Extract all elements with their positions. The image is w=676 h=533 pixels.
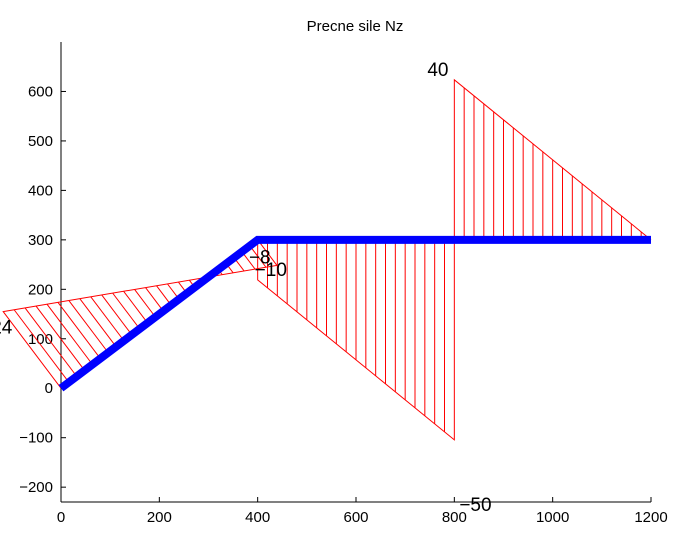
force-value-label: −8 bbox=[249, 247, 271, 268]
hatch-line bbox=[134, 289, 156, 318]
x-tick-label: 1200 bbox=[634, 509, 667, 526]
x-tick-label: 400 bbox=[245, 509, 270, 526]
hatch-line bbox=[35, 305, 85, 371]
force-value-label: −50 bbox=[459, 495, 491, 516]
hatch-line bbox=[145, 287, 164, 312]
hatch-line bbox=[57, 302, 101, 359]
y-tick-label: 600 bbox=[28, 83, 53, 100]
shear-diagram bbox=[2, 78, 652, 441]
x-tick-label: 800 bbox=[442, 509, 467, 526]
force-value-label: 24 bbox=[0, 318, 13, 339]
structure-line bbox=[58, 235, 651, 392]
y-tick-label: −200 bbox=[19, 479, 53, 496]
y-tick-label: −100 bbox=[19, 430, 53, 447]
x-tick-label: 0 bbox=[57, 509, 65, 526]
hatch-line bbox=[13, 309, 70, 383]
x-tick-label: 1000 bbox=[536, 509, 569, 526]
value-labels: 24 −8−10 −50 40 bbox=[0, 60, 492, 516]
hatch-line bbox=[123, 290, 148, 324]
x-tick-label: 200 bbox=[147, 509, 172, 526]
hatch-line bbox=[68, 300, 109, 353]
shear-outline bbox=[453, 78, 652, 241]
chart-title: Precne sile Nz bbox=[307, 18, 404, 35]
x-tick-label: 600 bbox=[343, 509, 368, 526]
hatch-line bbox=[112, 292, 141, 330]
y-tick-label: 0 bbox=[45, 380, 53, 397]
y-axis-ticks: −200 −100 0 100 200 300 400 500 600 bbox=[19, 83, 66, 496]
y-tick-label: 400 bbox=[28, 182, 53, 199]
y-tick-label: 300 bbox=[28, 232, 53, 249]
hatch-line bbox=[101, 294, 133, 336]
y-tick-label: 500 bbox=[28, 133, 53, 150]
x-axis-ticks: 0 200 400 600 800 1000 1200 bbox=[57, 497, 668, 526]
hatch-line bbox=[90, 296, 125, 342]
hatch-line bbox=[24, 307, 78, 377]
force-value-label: −10 bbox=[255, 260, 287, 281]
hatch-line bbox=[79, 298, 117, 347]
y-tick-label: 200 bbox=[28, 281, 53, 298]
y-tick-label: 100 bbox=[28, 331, 53, 348]
hatch-line bbox=[46, 303, 93, 365]
shear-outline bbox=[2, 239, 278, 389]
hatch-line bbox=[156, 285, 172, 306]
force-value-label: 40 bbox=[427, 60, 448, 81]
